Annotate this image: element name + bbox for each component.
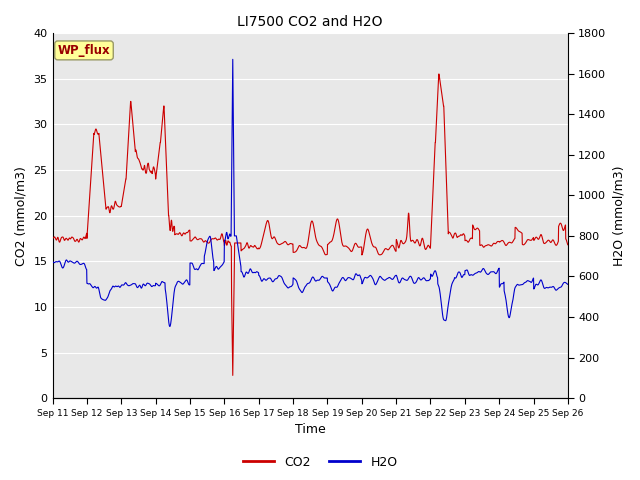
Title: LI7500 CO2 and H2O: LI7500 CO2 and H2O xyxy=(237,15,383,29)
X-axis label: Time: Time xyxy=(295,423,326,436)
Y-axis label: H2O (mmol/m3): H2O (mmol/m3) xyxy=(612,165,625,266)
Legend: CO2, H2O: CO2, H2O xyxy=(237,451,403,474)
Text: WP_flux: WP_flux xyxy=(58,44,110,57)
Y-axis label: CO2 (mmol/m3): CO2 (mmol/m3) xyxy=(15,166,28,265)
